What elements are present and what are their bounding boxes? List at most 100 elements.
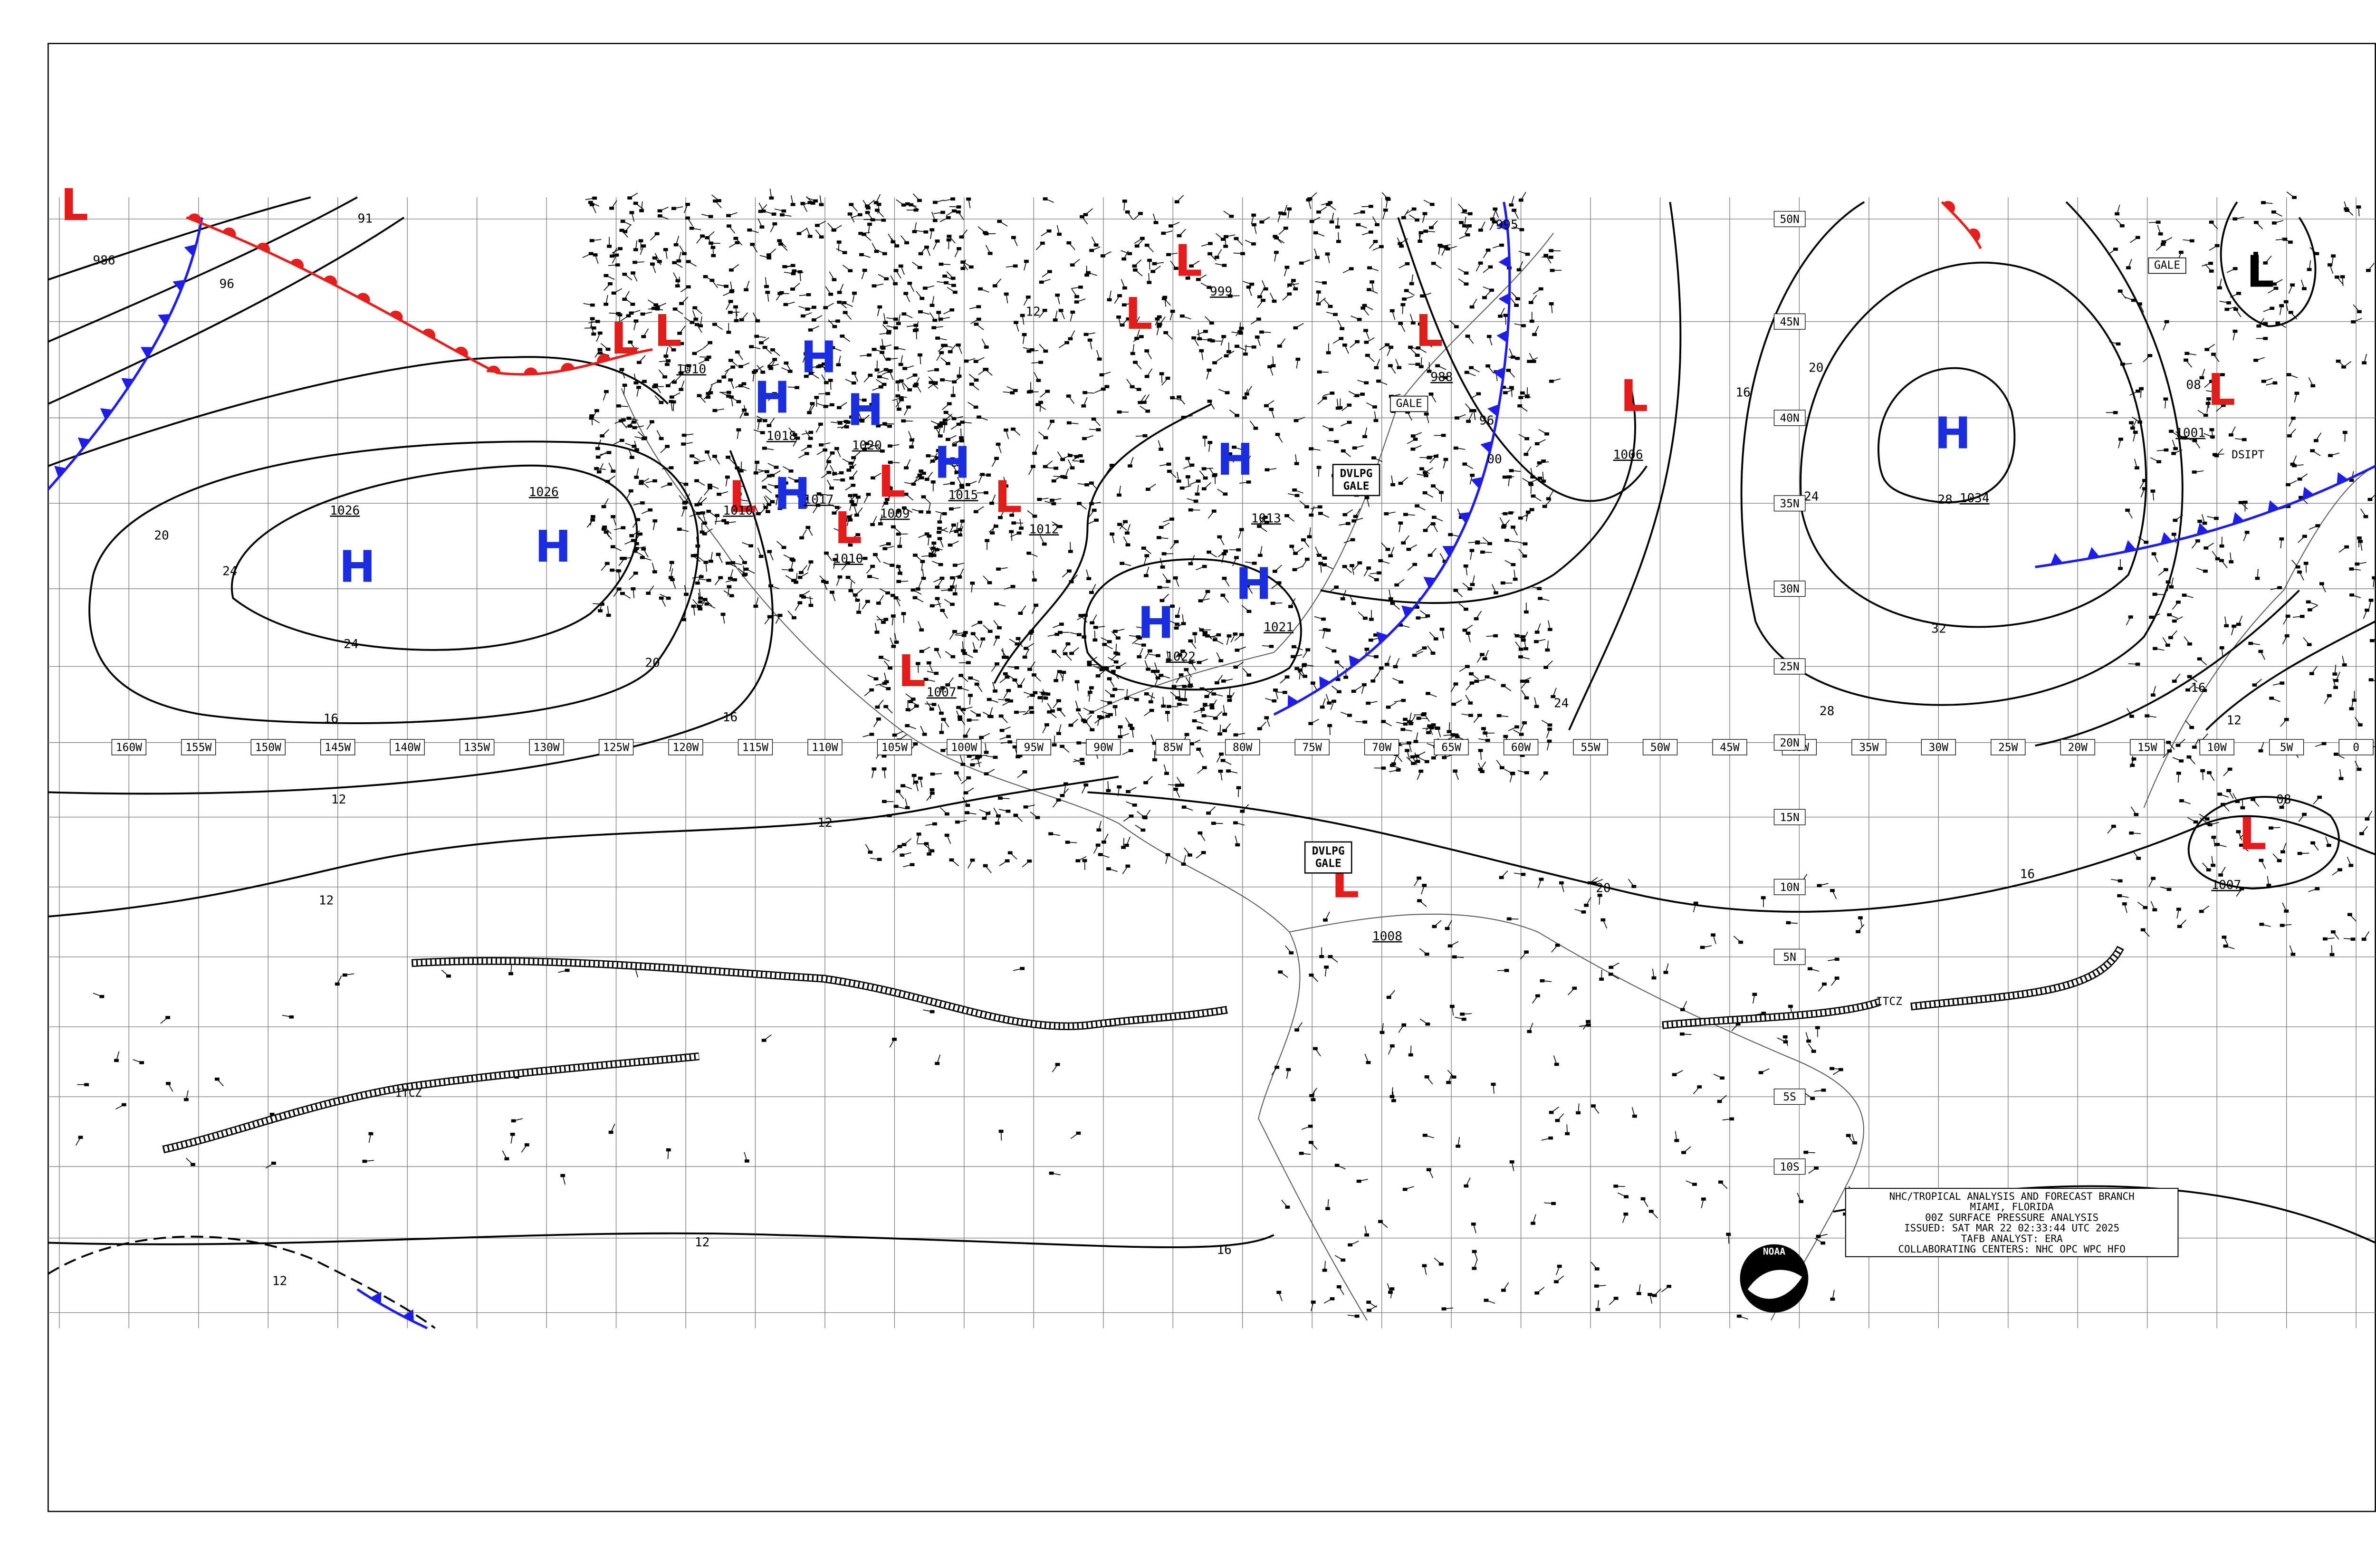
station-dot xyxy=(783,481,788,485)
station-dot xyxy=(736,497,741,501)
station-dot xyxy=(1400,303,1406,306)
station-dot xyxy=(1063,782,1068,785)
station-dot xyxy=(866,493,871,496)
station-dot xyxy=(1089,710,1094,714)
station-dot xyxy=(2258,749,2263,753)
station-dot xyxy=(708,559,713,563)
station-dot xyxy=(1081,718,1086,722)
station-dot xyxy=(856,611,861,614)
station-dot xyxy=(1082,437,1087,440)
station-dot xyxy=(1339,337,1344,340)
station-dot xyxy=(736,428,741,431)
station-dot xyxy=(2269,697,2274,700)
station-dot xyxy=(1030,465,1035,468)
station-dot xyxy=(1003,428,1008,432)
station-dot xyxy=(1520,635,1525,639)
station-dot xyxy=(884,680,889,684)
station-dot xyxy=(726,331,731,334)
station-dot xyxy=(2307,268,2312,271)
station-dot xyxy=(1029,710,1035,714)
station-dot xyxy=(2167,613,2172,617)
station-dot xyxy=(1336,239,1341,243)
station-dot xyxy=(685,216,690,220)
station-dot xyxy=(2131,757,2136,761)
station-dot xyxy=(1239,326,1244,330)
station-dot xyxy=(902,367,907,370)
station-dot xyxy=(1117,493,1121,497)
station-dot xyxy=(1221,679,1226,683)
station-dot xyxy=(1116,666,1121,669)
station-dot xyxy=(919,650,924,653)
station-dot xyxy=(939,576,945,580)
station-dot xyxy=(1009,530,1014,534)
station-dot xyxy=(1351,689,1356,693)
station-dot xyxy=(1320,705,1325,709)
station-dot xyxy=(2143,906,2148,909)
station-dot xyxy=(1509,469,1514,472)
station-dot xyxy=(1586,1020,1590,1023)
station-dot xyxy=(882,422,887,425)
front-marker xyxy=(172,279,185,292)
station-dot xyxy=(1101,387,1106,391)
station-dot xyxy=(1213,717,1218,720)
station-dot xyxy=(958,717,963,721)
station-dot xyxy=(1462,462,1467,466)
station-dot xyxy=(183,1098,189,1101)
station-dot xyxy=(2315,887,2320,890)
station-dot xyxy=(1045,692,1051,696)
station-dot xyxy=(807,444,812,448)
station-dot xyxy=(758,555,764,558)
station-dot xyxy=(2253,359,2258,362)
station-dot xyxy=(2165,643,2170,647)
station-dot xyxy=(1608,973,1613,976)
station-dot xyxy=(2290,416,2296,420)
station-dot xyxy=(1246,286,1251,289)
station-dot xyxy=(761,1039,766,1042)
station-dot xyxy=(1130,385,1135,389)
station-dot xyxy=(2347,913,2352,917)
station-dot xyxy=(1132,323,1138,327)
station-dot xyxy=(840,335,845,338)
station-dot xyxy=(1304,505,1309,508)
station-dot xyxy=(1471,1222,1476,1226)
station-dot xyxy=(1330,392,1335,395)
station-dot xyxy=(1439,628,1445,631)
station-dot xyxy=(1485,675,1490,679)
station-dot xyxy=(944,833,949,837)
station-dot xyxy=(1207,368,1212,372)
station-dot xyxy=(805,307,810,311)
station-dot xyxy=(1263,287,1268,291)
station-dot xyxy=(1581,910,1586,914)
station-dot xyxy=(949,858,954,862)
station-dot xyxy=(921,471,926,475)
station-dot xyxy=(2294,392,2299,395)
station-dot xyxy=(717,380,722,383)
station-dot xyxy=(870,218,875,221)
station-dot xyxy=(945,461,950,465)
station-dot xyxy=(597,331,603,335)
station-dot xyxy=(995,662,999,666)
station-dot xyxy=(1501,526,1506,529)
station-dot xyxy=(1348,1243,1353,1247)
station-dot xyxy=(2193,820,2198,824)
station-dot xyxy=(1364,341,1369,344)
station-dot xyxy=(1136,388,1141,391)
fronts xyxy=(47,201,2376,1329)
station-dot xyxy=(1224,235,1228,239)
station-dot xyxy=(1738,940,1744,944)
station-dot xyxy=(1462,224,1467,228)
station-dot xyxy=(935,239,940,243)
station-dot xyxy=(1127,252,1132,256)
station-dot xyxy=(1631,885,1637,888)
station-dot xyxy=(890,564,895,567)
station-dot xyxy=(1078,614,1083,617)
station-dot xyxy=(1403,717,1408,721)
station-dot xyxy=(2263,261,2268,265)
station-dot xyxy=(1218,769,1223,773)
station-dot xyxy=(1555,1119,1560,1122)
station-dot xyxy=(1381,720,1386,723)
station-dot xyxy=(1155,317,1160,321)
station-dot xyxy=(1155,676,1160,680)
station-dot xyxy=(893,326,898,330)
station-dot xyxy=(1514,725,1519,729)
